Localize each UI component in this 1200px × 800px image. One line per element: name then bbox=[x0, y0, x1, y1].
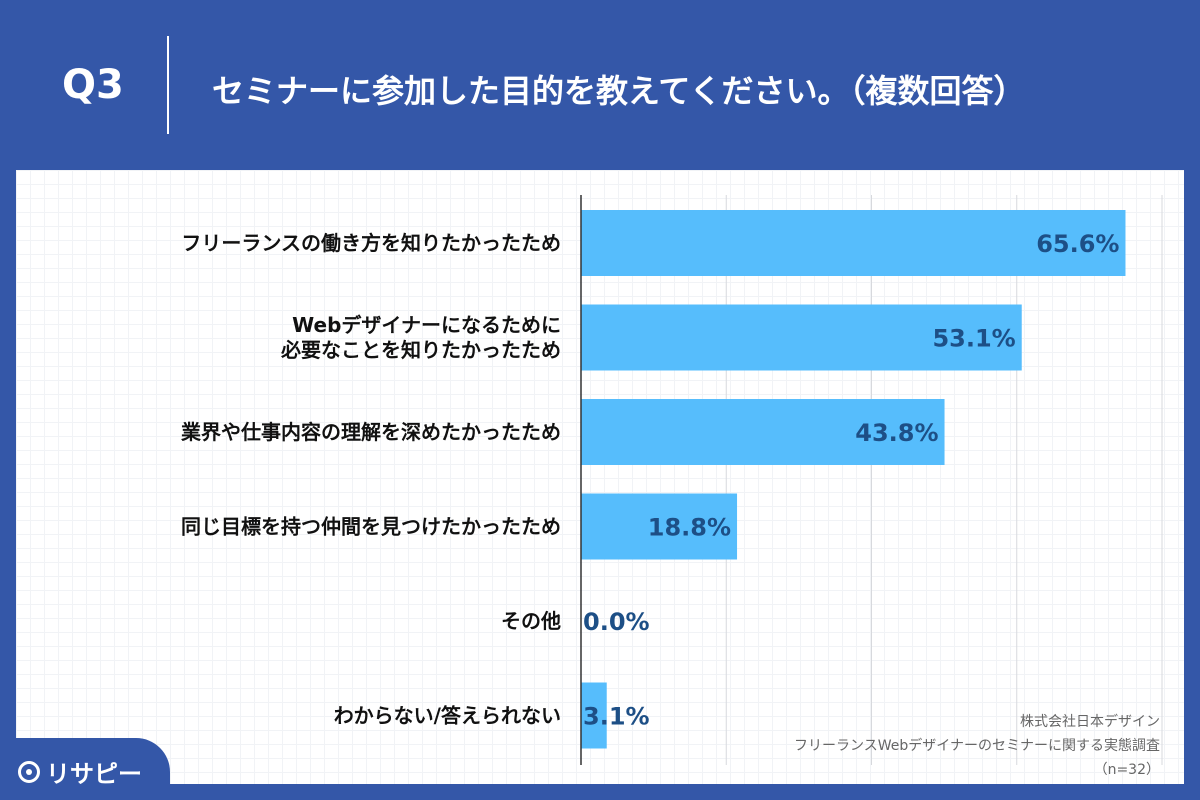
bar bbox=[581, 493, 738, 560]
bar bbox=[581, 210, 1126, 276]
question-title: セミナーに参加した目的を教えてください。（複数回答） bbox=[212, 72, 1026, 110]
category-label: わからない/答えられない bbox=[334, 704, 561, 728]
data-label: 18.8% bbox=[648, 514, 731, 542]
category-label: その他 bbox=[501, 609, 561, 633]
question-number: Q3 bbox=[62, 62, 124, 108]
footnote-survey: フリーランスWebデザイナーのセミナーに関する実態調査 bbox=[794, 738, 1160, 754]
data-label: 53.1% bbox=[932, 325, 1015, 353]
header-divider bbox=[167, 36, 169, 134]
header: Q3 セミナーに参加した目的を教えてください。（複数回答） bbox=[0, 0, 1200, 170]
bar bbox=[581, 304, 1022, 371]
data-label: 3.1% bbox=[583, 703, 650, 731]
location-pin-icon bbox=[18, 760, 40, 783]
category-label: 同じ目標を持つ仲間を見つけたかったため bbox=[181, 515, 561, 539]
logo-text: リサピー bbox=[46, 760, 142, 788]
data-label: 65.6% bbox=[1036, 230, 1119, 258]
bar bbox=[581, 682, 607, 749]
bar bbox=[581, 399, 945, 465]
category-label: フリーランスの働き方を知りたかったため bbox=[181, 231, 561, 255]
data-label: 43.8% bbox=[855, 419, 938, 447]
category-label: 業界や仕事内容の理解を深めたかったため bbox=[181, 420, 561, 444]
data-label: 0.0% bbox=[583, 608, 650, 636]
logo: リサピー bbox=[18, 754, 142, 789]
footnote-company: 株式会社日本デザイン bbox=[1020, 714, 1160, 730]
footnote-sample: （n=32） bbox=[1093, 762, 1160, 778]
category-label: Webデザイナーになるために bbox=[292, 313, 561, 337]
category-label: 必要なことを知りたかったため bbox=[280, 338, 561, 362]
